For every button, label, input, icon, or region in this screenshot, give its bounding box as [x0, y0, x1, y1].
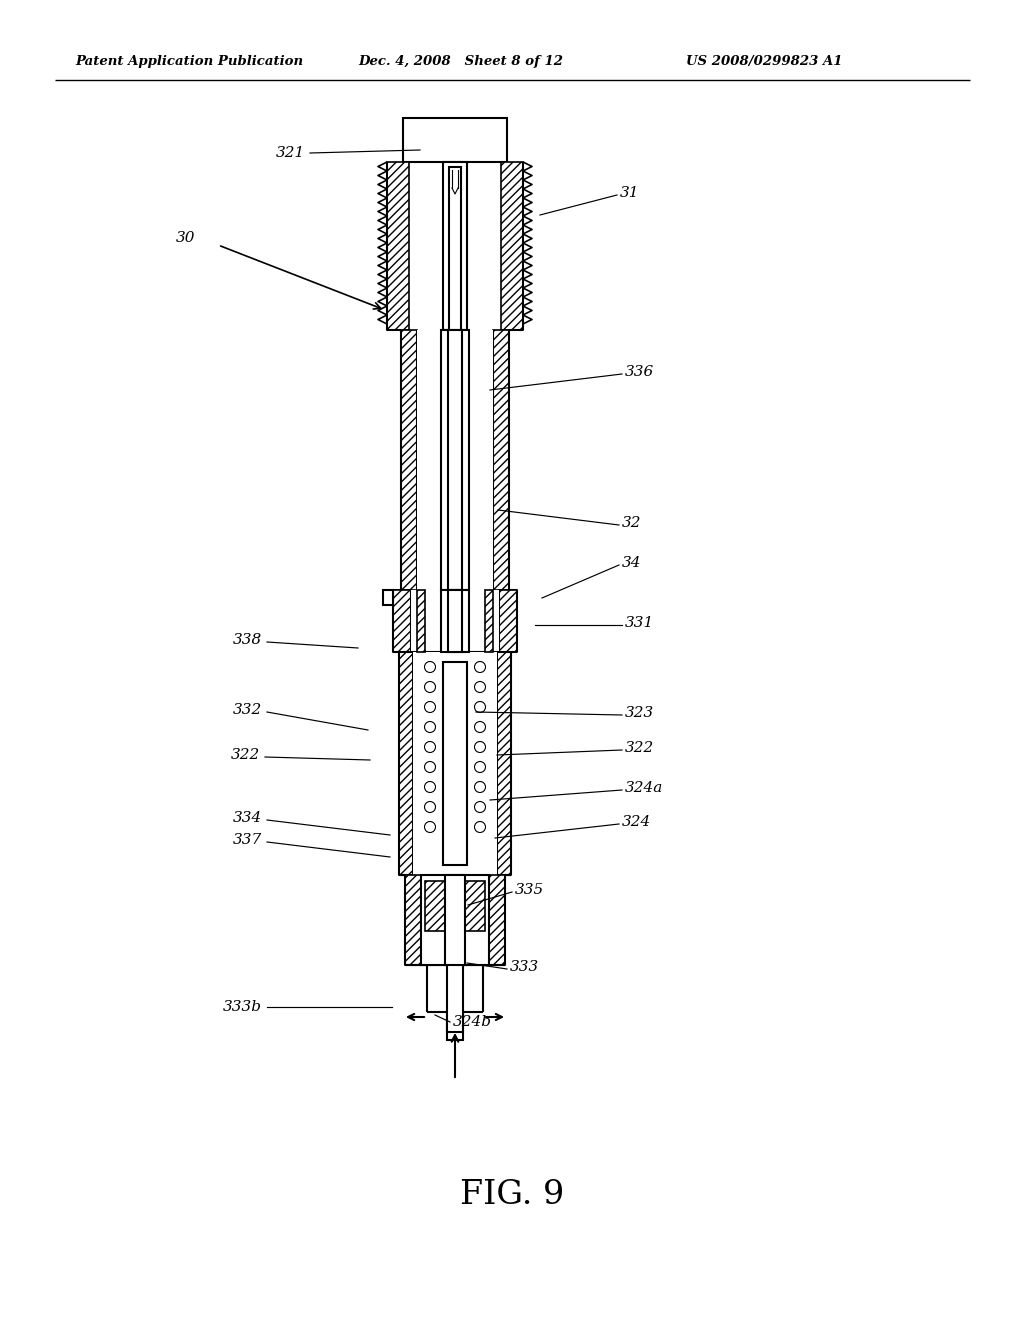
Bar [417, 590, 425, 652]
Bar [501, 162, 523, 330]
Bar [485, 590, 493, 652]
Text: 337: 337 [232, 833, 262, 847]
Text: Patent Application Publication: Patent Application Publication [75, 55, 303, 69]
Bar [493, 330, 509, 590]
Text: 334: 334 [232, 810, 262, 825]
Bar [399, 652, 413, 875]
Text: 324a: 324a [625, 781, 664, 795]
Text: 323: 323 [625, 706, 654, 719]
Bar [421, 875, 489, 965]
Text: 34: 34 [622, 556, 641, 570]
Bar [393, 590, 411, 652]
Bar [441, 590, 469, 652]
Bar [489, 875, 505, 965]
Bar [441, 330, 469, 590]
Text: 336: 336 [625, 366, 654, 379]
Bar [499, 590, 517, 652]
Text: 324b: 324b [453, 1015, 492, 1030]
Bar [383, 590, 393, 605]
Bar [443, 663, 467, 865]
Text: 333b: 333b [223, 1001, 262, 1014]
Bar [443, 162, 467, 330]
Text: 332: 332 [232, 704, 262, 717]
Text: Dec. 4, 2008   Sheet 8 of 12: Dec. 4, 2008 Sheet 8 of 12 [358, 55, 563, 69]
Text: 31: 31 [620, 186, 640, 201]
Text: 335: 335 [515, 883, 544, 898]
Bar [449, 590, 462, 652]
Bar [413, 652, 497, 875]
Bar [411, 590, 499, 652]
Bar [449, 168, 461, 330]
Text: 331: 331 [625, 616, 654, 630]
Text: 322: 322 [230, 748, 260, 762]
Text: FIG. 9: FIG. 9 [460, 1179, 564, 1210]
Text: 321: 321 [275, 147, 305, 160]
Bar [406, 875, 421, 965]
Text: 338: 338 [232, 634, 262, 647]
Bar [449, 330, 462, 590]
Bar [447, 960, 463, 1032]
Text: 32: 32 [622, 516, 641, 531]
Text: 322: 322 [625, 741, 654, 755]
Bar [401, 330, 417, 590]
Bar [497, 652, 511, 875]
Bar [445, 875, 465, 965]
Text: 324: 324 [622, 814, 651, 829]
Text: 333: 333 [510, 960, 540, 974]
Text: 30: 30 [175, 231, 195, 246]
Text: US 2008/0299823 A1: US 2008/0299823 A1 [686, 55, 843, 69]
Bar [403, 117, 507, 162]
Bar [417, 330, 493, 590]
Bar [447, 1012, 463, 1040]
Bar [387, 162, 409, 330]
Bar [425, 880, 485, 931]
